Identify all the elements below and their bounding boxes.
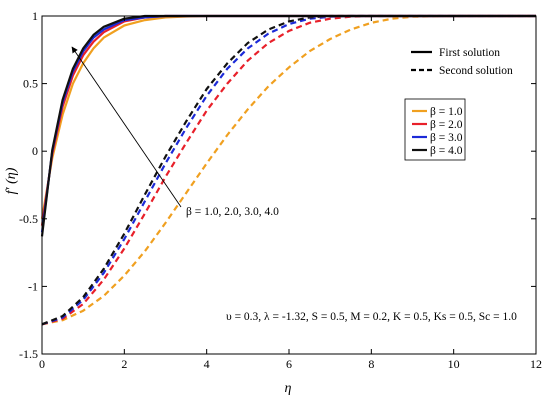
beta-trend-arrow xyxy=(71,46,182,208)
x-tick-label: 10 xyxy=(448,357,460,371)
x-tick-label: 8 xyxy=(368,357,374,371)
y-axis-label: f′ (η) xyxy=(4,167,19,194)
y-tick-label: -1.5 xyxy=(19,347,38,361)
x-tick-label: 4 xyxy=(204,357,210,371)
beta-legend-label: β = 2.0 xyxy=(430,119,463,131)
series-line-second-beta-1 xyxy=(41,14,536,326)
series-line-second-beta-4 xyxy=(41,14,536,326)
x-tick-label: 0 xyxy=(39,357,45,371)
parameter-annotation: υ = 0.3, λ = -1.32, S = 0.5, M = 0.2, K … xyxy=(226,311,517,323)
y-tick-label: -0.5 xyxy=(19,212,38,226)
y-tick-label: -1 xyxy=(28,279,38,293)
style-legend: First solution Second solution xyxy=(411,47,513,77)
y-tick-label: 0 xyxy=(32,144,38,158)
y-axis-ticks: -1.5 -1 -0.5 0 0.5 1 xyxy=(19,9,536,361)
x-tick-label: 6 xyxy=(286,357,292,371)
legend-first-solution: First solution xyxy=(439,47,500,59)
x-tick-label: 12 xyxy=(530,357,542,371)
beta-legend-label: β = 3.0 xyxy=(430,132,463,144)
x-tick-label: 2 xyxy=(121,357,127,371)
x-axis-label: η xyxy=(285,381,292,396)
beta-legend-label: β = 1.0 xyxy=(430,106,463,118)
beta-legend: β = 1.0β = 2.0β = 3.0β = 4.0 xyxy=(404,98,466,161)
legend-second-solution: Second solution xyxy=(439,65,513,77)
beta-legend-label: β = 4.0 xyxy=(430,145,463,157)
series-line-second-beta-2 xyxy=(41,14,536,326)
y-tick-label: 0.5 xyxy=(23,77,38,91)
series-layer xyxy=(40,14,536,326)
arrow-annotation-label: β = 1.0, 2.0, 3.0, 4.0 xyxy=(186,206,279,218)
y-tick-label: 1 xyxy=(32,9,38,23)
series-line-second-beta-3 xyxy=(41,14,536,326)
x-axis-ticks: 0 2 4 6 8 10 12 xyxy=(39,16,542,371)
